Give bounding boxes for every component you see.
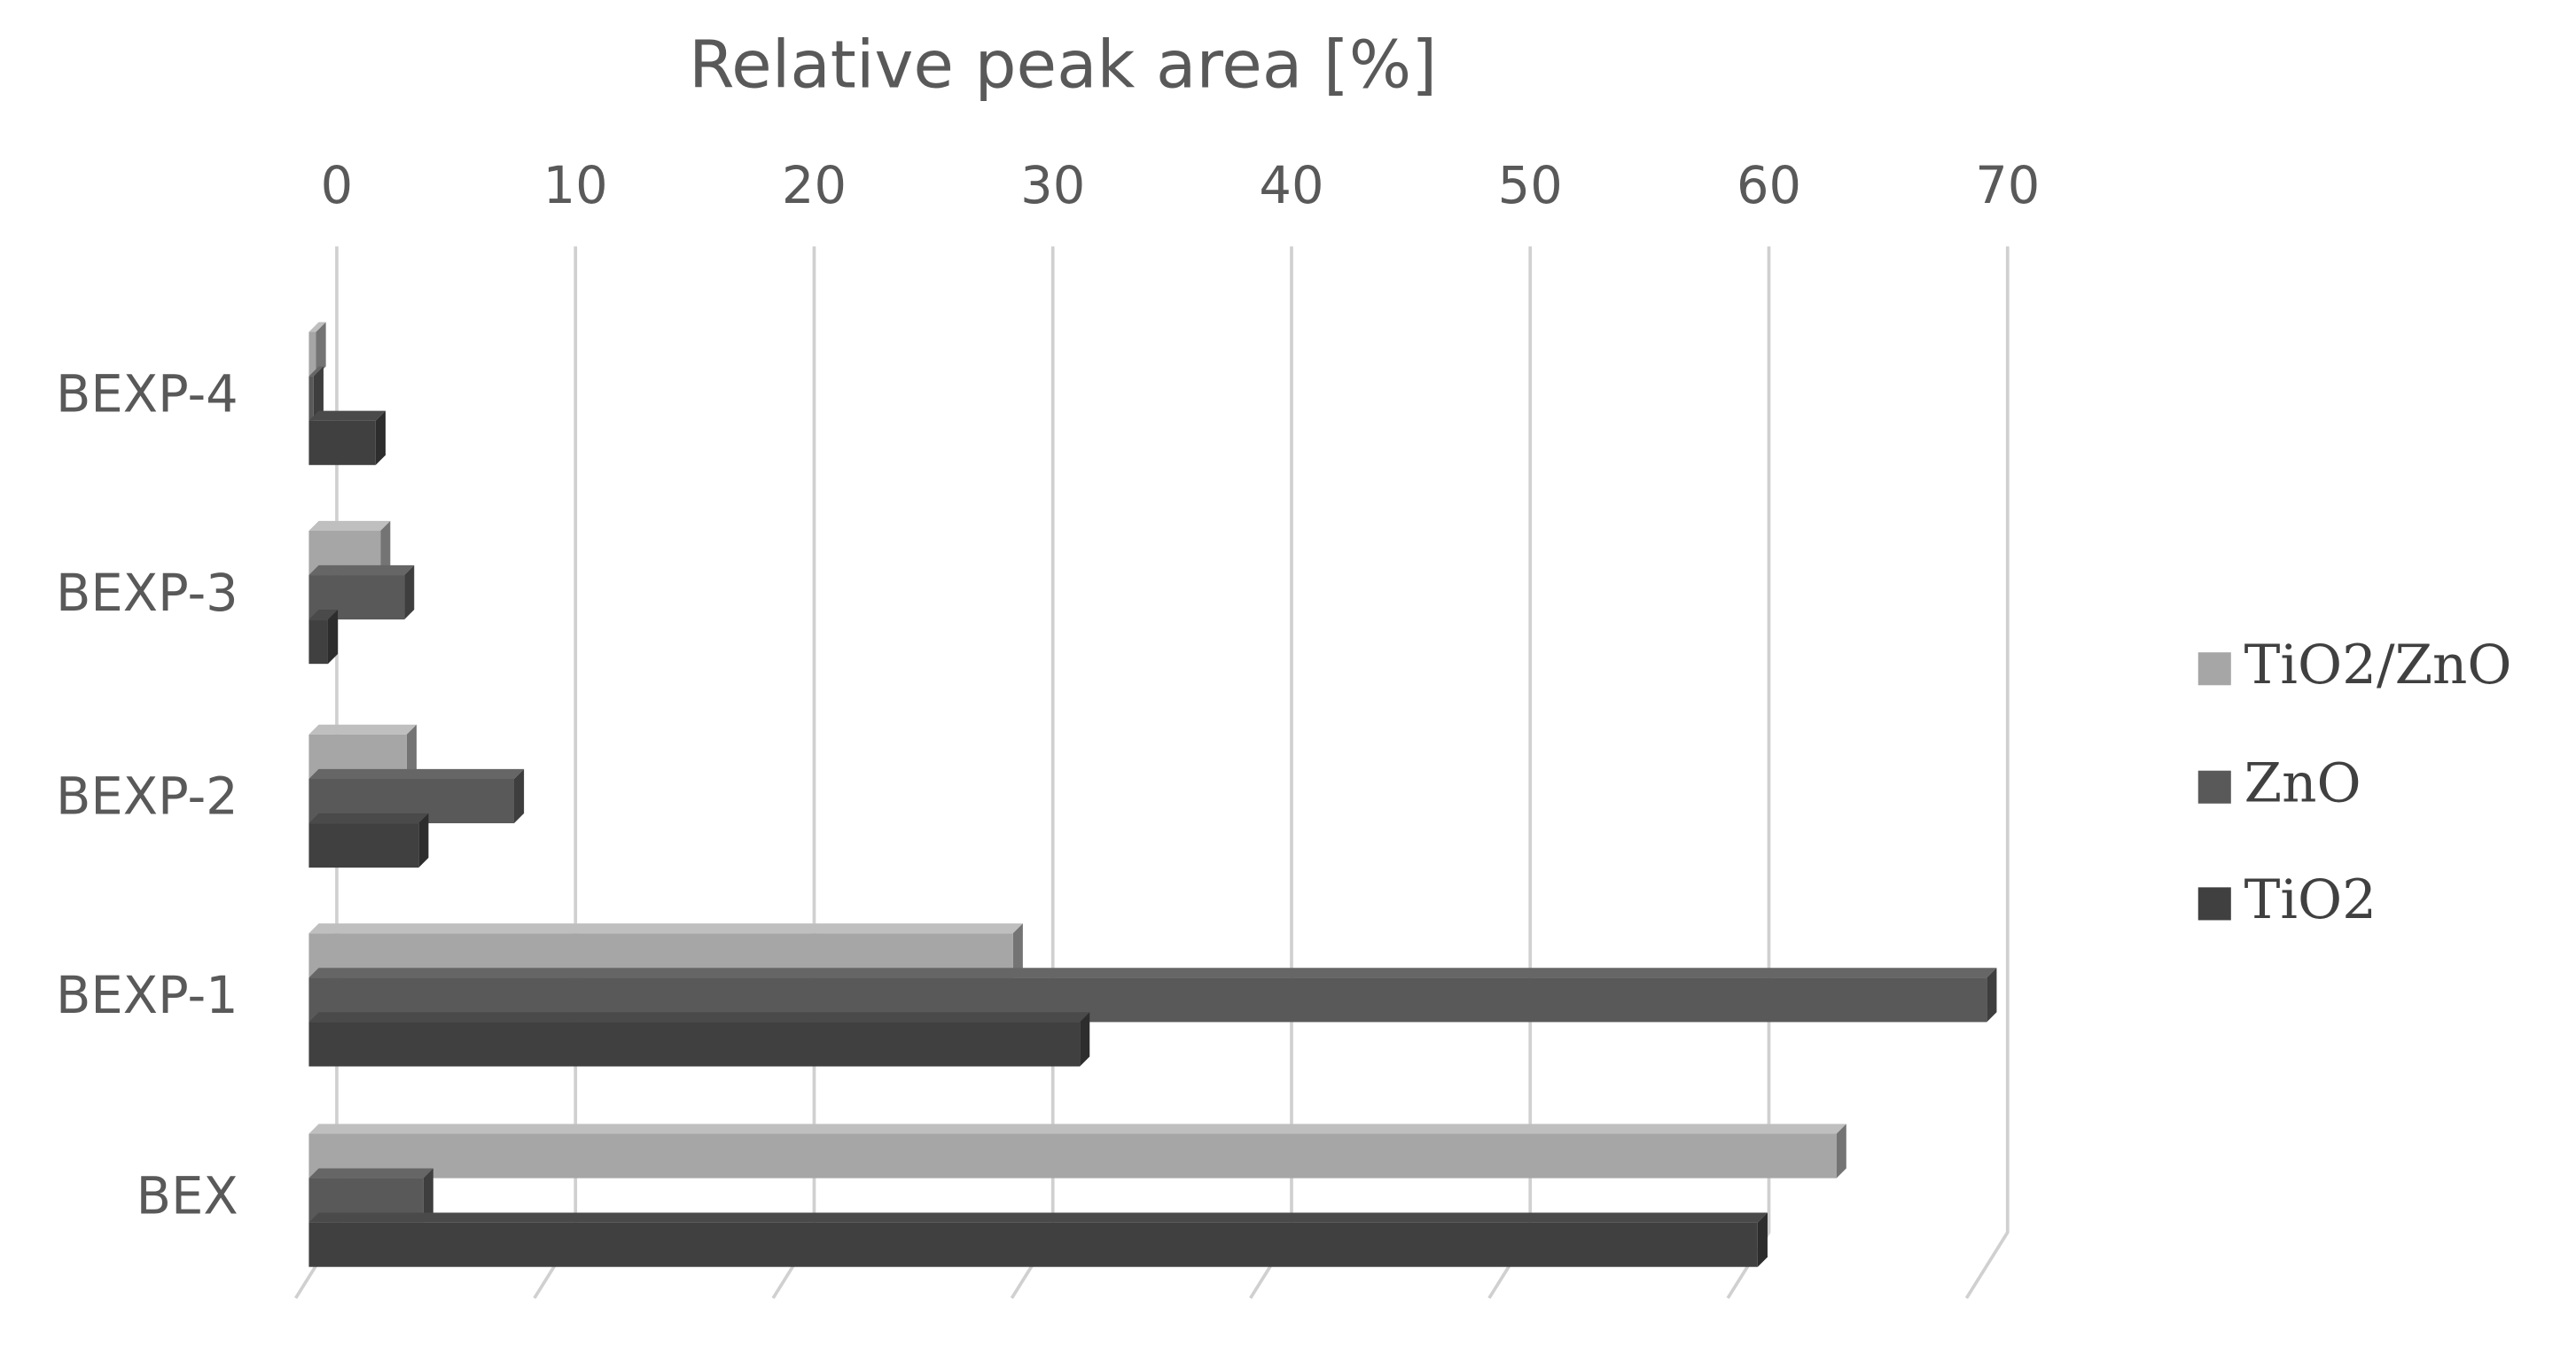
bar-top [308, 1012, 1090, 1023]
x-tick-label: 30 [1020, 156, 1085, 215]
bar-top [308, 768, 525, 779]
bar-top [308, 1168, 433, 1179]
bar-top [308, 813, 429, 824]
bar-top [308, 410, 386, 421]
grid-line [1726, 246, 1771, 1299]
legend-label: TiO2 [2244, 868, 2377, 931]
legend-label: ZnO [2244, 751, 2361, 814]
legend-swatch [2197, 652, 2231, 686]
bar [308, 420, 376, 465]
bar-top [308, 923, 1023, 934]
bar [308, 823, 419, 868]
bar-side [513, 768, 525, 824]
bar-side [380, 520, 391, 576]
x-tick-label: 60 [1737, 156, 1801, 215]
legend-swatch [2197, 770, 2231, 804]
bar-top [308, 609, 339, 620]
legend-label: TiO2/ZnO [2244, 634, 2512, 696]
bar-top [308, 1212, 1768, 1223]
bar-side [418, 813, 429, 868]
bar [308, 331, 316, 377]
bar [308, 1133, 1837, 1179]
bar-side [1836, 1124, 1846, 1179]
y-tick-label: BEXP-4 [56, 364, 238, 424]
bar-side [313, 366, 324, 421]
bar [308, 376, 314, 421]
bar-side [406, 724, 417, 779]
x-tick-label: 40 [1259, 156, 1323, 215]
x-tick-label: 0 [321, 156, 354, 215]
chart-title: Relative peak area [%] [689, 27, 1437, 103]
x-tick-label: 70 [1975, 156, 2040, 215]
x-tick-label: 10 [543, 156, 608, 215]
bar-top [308, 564, 415, 576]
bar [308, 619, 328, 665]
grid-line [1964, 246, 2010, 1299]
y-tick-label: BEXP-3 [56, 564, 238, 623]
bar-top [308, 366, 324, 377]
bar [308, 1222, 1758, 1267]
x-tick-label: 50 [1498, 156, 1563, 215]
bar-side [327, 609, 339, 665]
bar-top [308, 1124, 1846, 1134]
bar-side [404, 564, 415, 620]
bar-top [308, 322, 326, 332]
bar-side [1012, 923, 1023, 978]
bar [308, 1022, 1081, 1067]
bar-top [308, 724, 417, 735]
x-tick-label: 20 [782, 156, 847, 215]
legend-swatch [2197, 887, 2231, 921]
bar-side [1757, 1212, 1768, 1267]
bar-side [316, 322, 326, 377]
bar-side [1080, 1012, 1090, 1067]
bar-side [375, 410, 386, 465]
bar-top [308, 520, 391, 531]
y-tick-label: BEXP-2 [56, 767, 238, 827]
bar-side [423, 1168, 433, 1223]
bar-side [1987, 968, 1997, 1023]
y-tick-label: BEXP-1 [56, 966, 238, 1025]
bar-top [308, 968, 1997, 978]
y-tick-label: BEX [137, 1166, 238, 1226]
